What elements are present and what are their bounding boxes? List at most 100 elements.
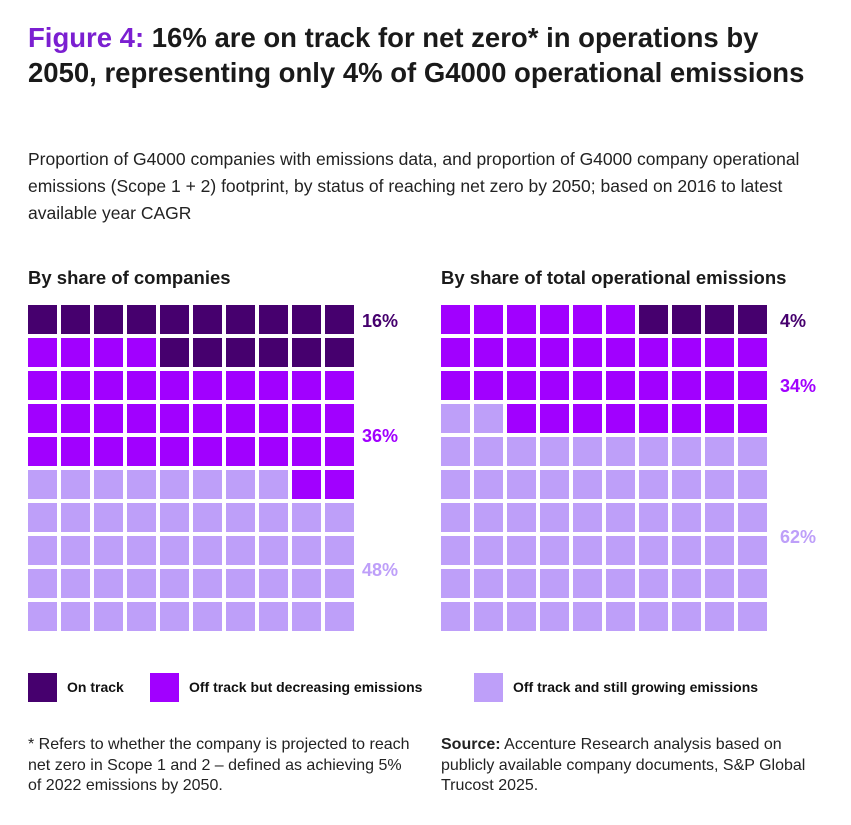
waffle-cell-decreasing bbox=[639, 404, 668, 433]
waffle-cell-growing bbox=[441, 569, 470, 598]
waffle-cell-growing bbox=[573, 569, 602, 598]
waffle-cell-growing bbox=[94, 470, 123, 499]
source-label: Source: bbox=[441, 736, 501, 753]
waffle-cell-growing bbox=[441, 536, 470, 565]
waffle-cell-growing bbox=[738, 470, 767, 499]
waffle-cell-on-track bbox=[292, 305, 321, 334]
waffle-cell-growing bbox=[193, 503, 222, 532]
waffle-cell-growing bbox=[639, 569, 668, 598]
waffle-cell-decreasing bbox=[738, 371, 767, 400]
waffle-cell-on-track bbox=[705, 305, 734, 334]
waffle-cell-growing bbox=[127, 503, 156, 532]
waffle-cell-growing bbox=[28, 536, 57, 565]
waffle-cell-on-track bbox=[193, 305, 222, 334]
waffle-cell-on-track bbox=[160, 305, 189, 334]
waffle-cell-decreasing bbox=[61, 338, 90, 367]
waffle-cell-decreasing bbox=[193, 404, 222, 433]
waffle-cell-decreasing bbox=[606, 338, 635, 367]
waffle-cell-growing bbox=[507, 602, 536, 631]
waffle-cell-growing bbox=[474, 503, 503, 532]
legend-swatch-decreasing bbox=[150, 672, 179, 702]
waffle-cell-decreasing bbox=[325, 470, 354, 499]
waffle-cell-growing bbox=[292, 602, 321, 631]
waffle-cell-growing bbox=[639, 536, 668, 565]
waffle-cell-growing bbox=[672, 569, 701, 598]
waffle-cell-growing bbox=[606, 503, 635, 532]
source-text: Accenture Research analysis based on pub… bbox=[441, 736, 806, 794]
waffle-cell-decreasing bbox=[540, 338, 569, 367]
waffle-cell-decreasing bbox=[226, 371, 255, 400]
waffle-cell-decreasing bbox=[639, 338, 668, 367]
waffle-cell-decreasing bbox=[441, 338, 470, 367]
legend-item-growing: Off track and still growing emissions bbox=[474, 672, 758, 702]
waffle-cell-decreasing bbox=[325, 404, 354, 433]
waffle-cell-decreasing bbox=[325, 437, 354, 466]
legend-item-decreasing: Off track but decreasing emissions bbox=[150, 672, 422, 702]
waffle-cell-decreasing bbox=[738, 404, 767, 433]
waffle-cell-decreasing bbox=[259, 437, 288, 466]
waffle-cell-growing bbox=[705, 569, 734, 598]
waffle-cell-on-track bbox=[639, 305, 668, 334]
waffle-cell-growing bbox=[705, 503, 734, 532]
panel-title-companies: By share of companies bbox=[28, 267, 231, 288]
waffle-cell-growing bbox=[507, 569, 536, 598]
waffle-cell-growing bbox=[606, 536, 635, 565]
waffle-cell-decreasing bbox=[474, 305, 503, 334]
waffle-cell-decreasing bbox=[28, 371, 57, 400]
chart-title: Figure 4: 16% are on track for net zero*… bbox=[28, 20, 808, 90]
waffle-cell-growing bbox=[325, 503, 354, 532]
waffle-cell-decreasing bbox=[672, 338, 701, 367]
waffle-cell-growing bbox=[606, 470, 635, 499]
waffle-cell-decreasing bbox=[94, 371, 123, 400]
waffle-cell-growing bbox=[61, 602, 90, 631]
waffle-cell-on-track bbox=[193, 338, 222, 367]
waffle-cell-growing bbox=[441, 602, 470, 631]
waffle-cell-decreasing bbox=[127, 437, 156, 466]
waffle-cell-growing bbox=[738, 569, 767, 598]
waffle-companies bbox=[28, 305, 358, 635]
legend-swatch-growing bbox=[474, 672, 503, 702]
waffle-cell-growing bbox=[606, 602, 635, 631]
waffle-cell-on-track bbox=[325, 305, 354, 334]
waffle-cell-growing bbox=[507, 536, 536, 565]
waffle-cell-on-track bbox=[160, 338, 189, 367]
pct-label-emissions-decreasing: 34% bbox=[780, 376, 817, 396]
waffle-cell-on-track bbox=[127, 305, 156, 334]
waffle-cell-decreasing bbox=[226, 437, 255, 466]
waffle-cell-growing bbox=[672, 437, 701, 466]
waffle-cell-decreasing bbox=[705, 371, 734, 400]
pct-label-companies-on-track: 16% bbox=[362, 311, 399, 331]
waffle-cell-growing bbox=[540, 437, 569, 466]
waffle-cell-decreasing bbox=[160, 371, 189, 400]
legend-label-on-track: On track bbox=[67, 679, 124, 695]
waffle-cell-on-track bbox=[226, 338, 255, 367]
waffle-cell-on-track bbox=[259, 338, 288, 367]
waffle-cell-decreasing bbox=[540, 305, 569, 334]
waffle-cell-growing bbox=[127, 470, 156, 499]
waffle-cell-decreasing bbox=[193, 437, 222, 466]
waffle-cell-growing bbox=[672, 536, 701, 565]
waffle-cell-decreasing bbox=[94, 404, 123, 433]
waffle-cell-growing bbox=[738, 503, 767, 532]
waffle-cell-growing bbox=[705, 602, 734, 631]
waffle-cell-decreasing bbox=[61, 371, 90, 400]
waffle-cell-growing bbox=[28, 602, 57, 631]
waffle-cell-growing bbox=[540, 503, 569, 532]
waffle-cell-growing bbox=[292, 503, 321, 532]
waffle-cell-decreasing bbox=[160, 404, 189, 433]
waffle-cell-growing bbox=[292, 569, 321, 598]
waffle-cell-decreasing bbox=[28, 404, 57, 433]
waffle-cell-growing bbox=[540, 569, 569, 598]
chart-subtitle: Proportion of G4000 companies with emiss… bbox=[28, 149, 800, 223]
waffle-cell-on-track bbox=[325, 338, 354, 367]
waffle-cell-growing bbox=[94, 536, 123, 565]
waffle-cell-growing bbox=[639, 470, 668, 499]
waffle-cell-growing bbox=[226, 470, 255, 499]
waffle-cell-growing bbox=[61, 536, 90, 565]
waffle-cell-growing bbox=[127, 602, 156, 631]
waffle-cell-growing bbox=[639, 602, 668, 631]
waffle-cell-decreasing bbox=[573, 338, 602, 367]
legend-label-growing: Off track and still growing emissions bbox=[513, 679, 759, 695]
waffle-cell-on-track bbox=[226, 305, 255, 334]
waffle-cell-growing bbox=[705, 536, 734, 565]
